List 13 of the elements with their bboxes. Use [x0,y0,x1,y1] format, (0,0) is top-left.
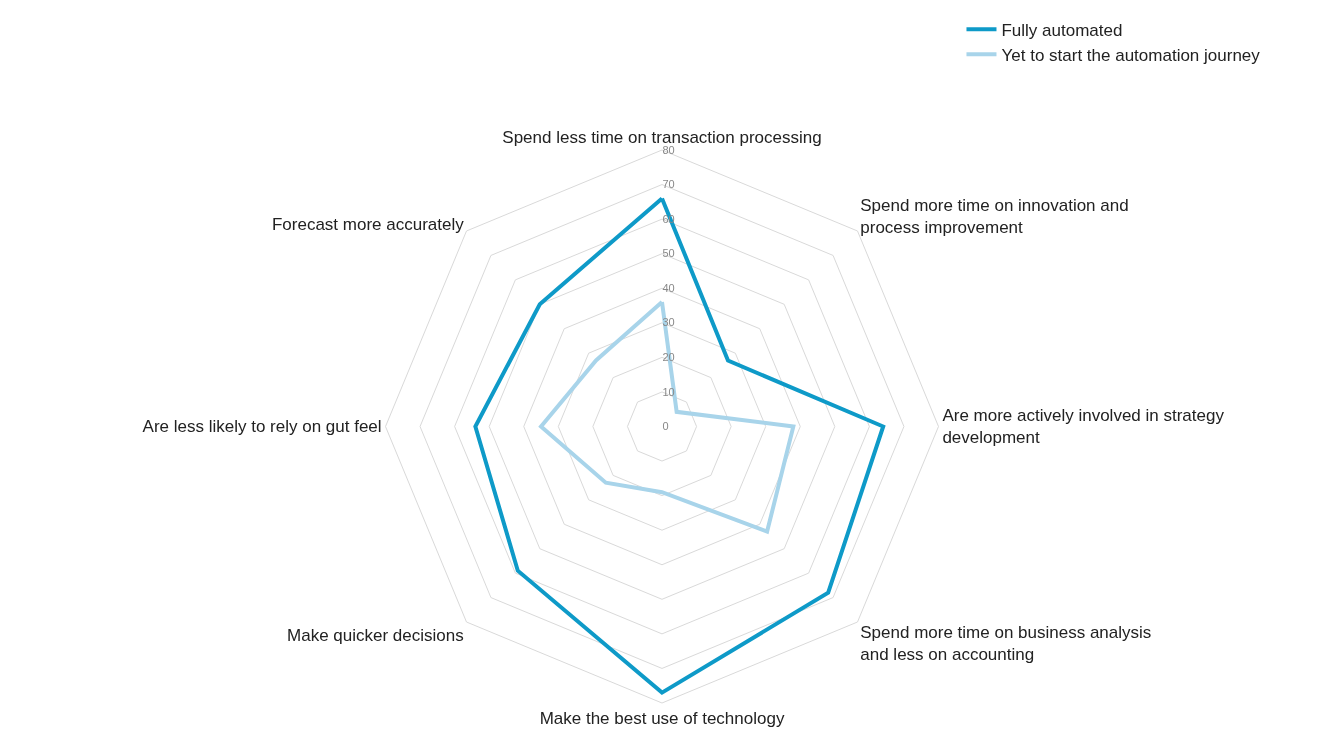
y-tick-label: 50 [662,247,675,260]
spoke-label: Forecast more accurately [271,215,465,235]
spoke-label: Are less likely to rely on gut feel [142,417,382,437]
spoke-label: Make the best use of technology [539,708,785,728]
legend-label: Yet to start the automation journey [1001,45,1261,65]
legend-label: Fully automated [1001,20,1123,40]
spoke-label: Make quicker decisions [287,626,464,645]
spoke-label: Are more actively involved in strategy development [942,406,1225,448]
spoke-label: Spend more time on innovation and process improvement [860,196,1129,238]
y-tick-label: 0 [662,420,669,433]
y-tick-label: 70 [662,178,675,191]
spoke-label: Spend more time on business analysis and less on accounting [860,622,1152,664]
y-tick-label: 40 [662,281,675,294]
